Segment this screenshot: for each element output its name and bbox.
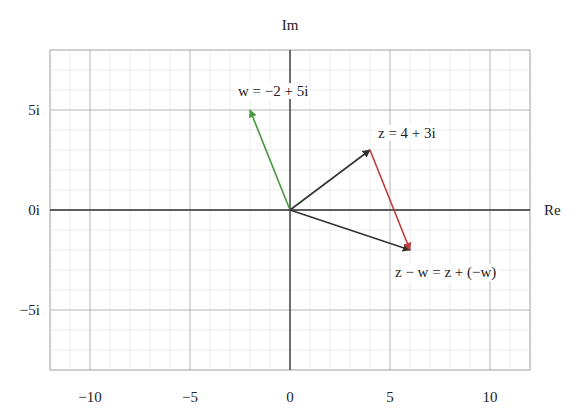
vector: [250, 110, 290, 210]
x-tick-label: 10: [483, 389, 498, 405]
vector: [290, 150, 370, 210]
x-axis-label: Re: [544, 202, 561, 218]
x-tick-label: −10: [78, 389, 101, 405]
label-background: [393, 264, 498, 281]
plot-frame: [50, 50, 530, 370]
vector: [290, 210, 410, 250]
x-tick-label: 5: [386, 389, 394, 405]
x-tick-label: 0: [286, 389, 294, 405]
vector-label: z − w = z + (−w): [395, 264, 496, 281]
y-tick-label: 5i: [28, 102, 40, 118]
x-tick-label: −5: [182, 389, 198, 405]
y-axis-label: Im: [282, 17, 299, 33]
y-tick-label: −5i: [20, 302, 40, 318]
vector: [370, 150, 410, 250]
y-tick-label: 0i: [28, 202, 40, 218]
vector-label: z = 4 + 3i: [378, 125, 436, 141]
chart: −10 −5 0 5 10 −5i 0i 5i Im Re w = −2 + 5i z = 4 + 3…: [0, 0, 580, 420]
label-background: [376, 125, 438, 141]
plot-area: [50, 50, 530, 370]
vector-label: w = −2 + 5i: [238, 83, 308, 99]
label-background: [236, 83, 310, 99]
grid: [50, 50, 530, 370]
